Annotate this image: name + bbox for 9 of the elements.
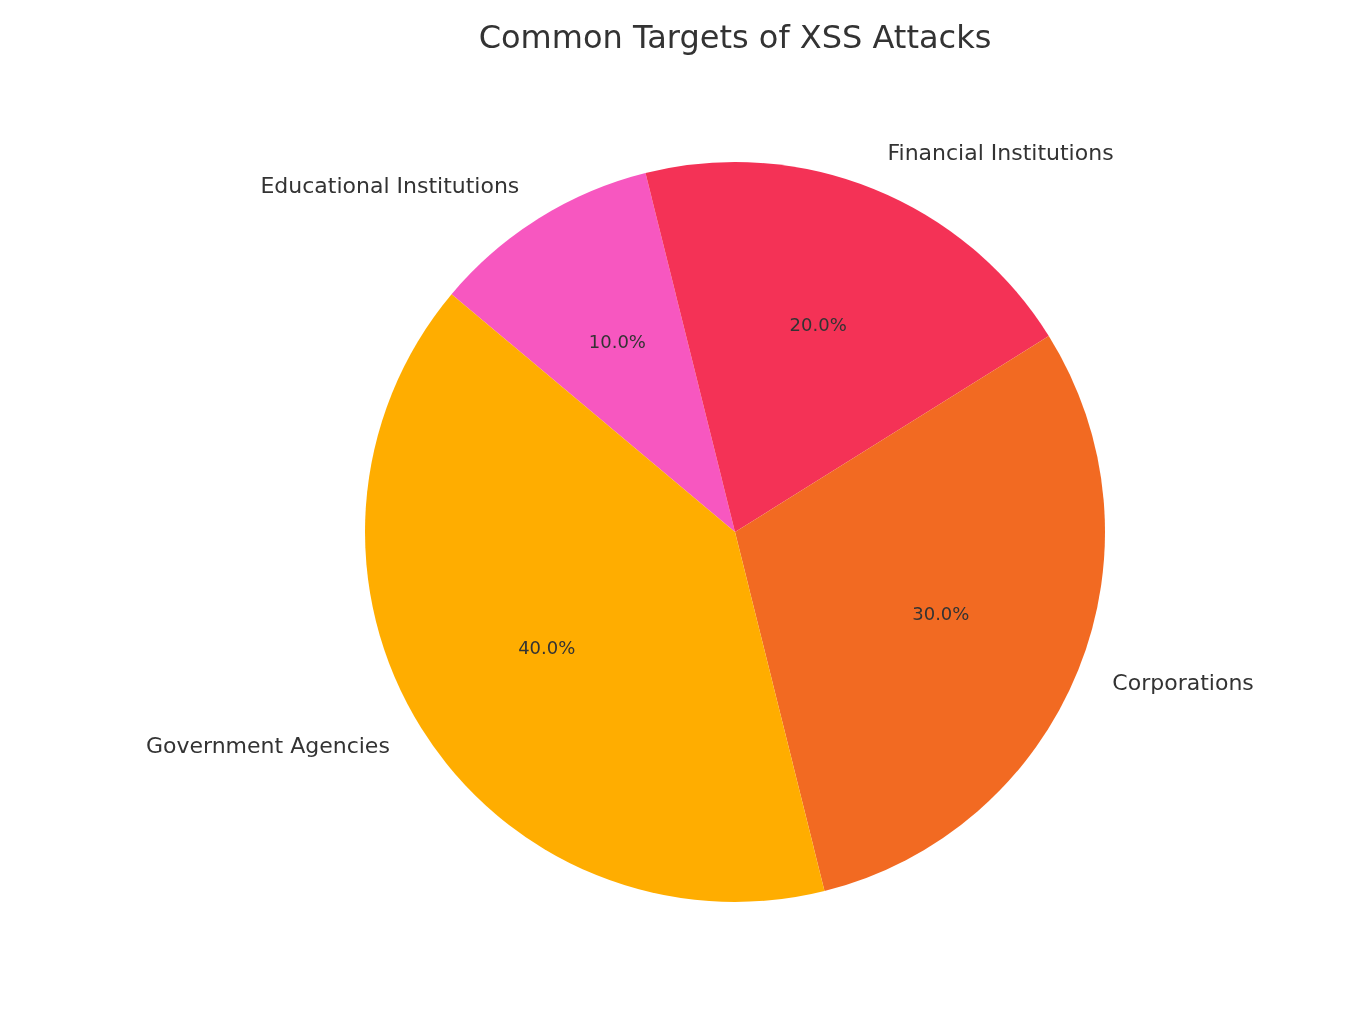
data-label: 10.0% <box>588 331 646 353</box>
slice-label: Financial Institutions <box>887 140 1114 166</box>
data-label: 20.0% <box>789 313 847 335</box>
slice-label: Government Agencies <box>145 733 390 759</box>
data-label: 30.0% <box>912 602 970 624</box>
slice-label: Corporations <box>1112 670 1254 696</box>
chart-title: Common Targets of XSS Attacks <box>478 18 992 57</box>
slice-label: Educational Institutions <box>260 172 520 198</box>
data-label: 40.0% <box>518 637 576 659</box>
